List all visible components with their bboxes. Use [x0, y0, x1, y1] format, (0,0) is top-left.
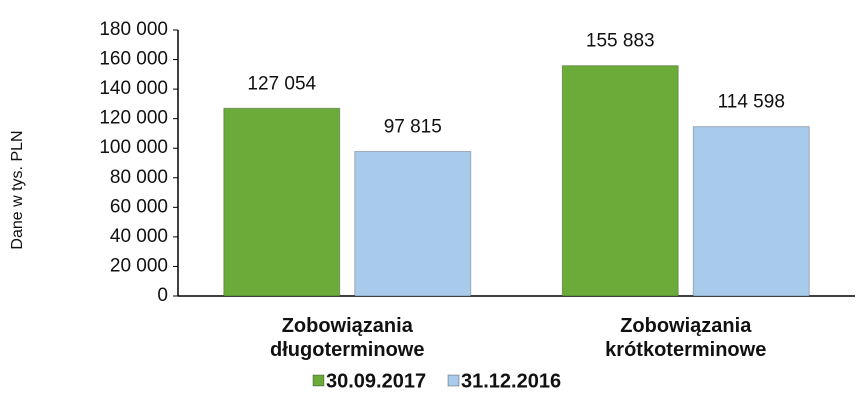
- legend-label: 31.12.2016: [461, 370, 561, 392]
- legend-label: 30.09.2017: [326, 370, 426, 392]
- bar: [692, 126, 810, 297]
- data-label: 97 815: [384, 116, 442, 137]
- bar: [223, 107, 341, 297]
- y-tick-label: 100 000: [99, 137, 168, 158]
- y-tick-label: 0: [157, 285, 168, 306]
- data-label: 155 883: [586, 31, 655, 52]
- legend-swatch: [312, 374, 325, 387]
- data-label: 114 598: [718, 92, 785, 113]
- legend-swatch: [447, 374, 460, 387]
- y-tick-label: 40 000: [110, 226, 168, 247]
- y-tick-label: 120 000: [99, 108, 168, 129]
- bar: [354, 150, 472, 297]
- y-tick-label: 80 000: [110, 167, 168, 188]
- data-label: 127 054: [247, 73, 316, 94]
- y-axis-label: Dane w tys. PLN: [9, 130, 26, 249]
- y-tick-label: 140 000: [99, 78, 168, 99]
- y-tick-label: 20 000: [110, 255, 168, 276]
- bar: [561, 65, 679, 297]
- y-tick-label: 160 000: [99, 49, 168, 70]
- x-tick-label: Zobowiązania krótkoterminowe: [605, 315, 767, 361]
- y-tick-label: 60 000: [110, 196, 168, 217]
- x-tick-label: Zobowiązania długoterminowe: [270, 315, 425, 361]
- y-tick-label: 180 000: [99, 19, 168, 40]
